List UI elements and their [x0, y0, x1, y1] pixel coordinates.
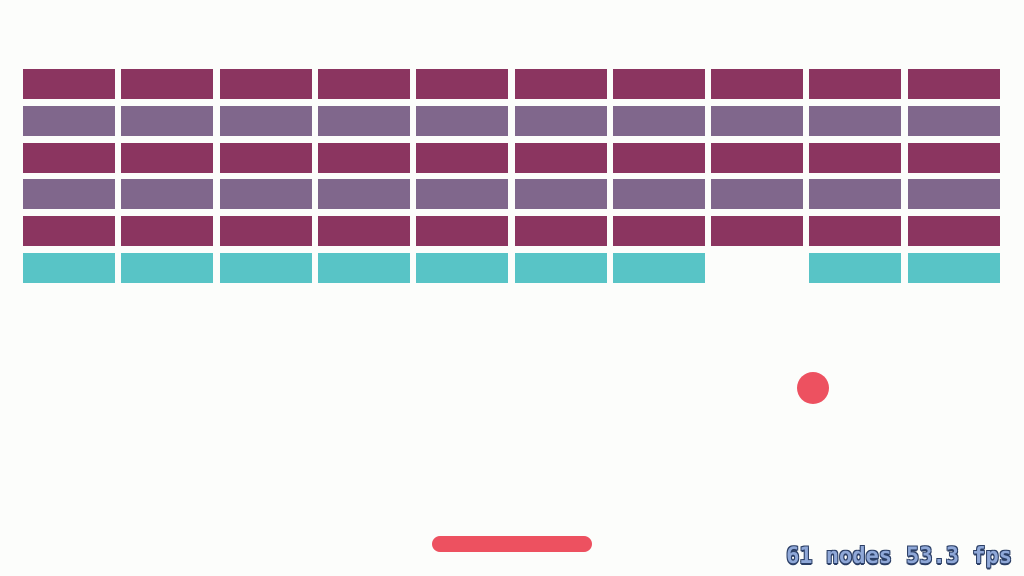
brick [908, 179, 1000, 209]
brick [121, 253, 213, 283]
brick [121, 216, 213, 246]
brick [613, 69, 705, 99]
fps-counter: 53.3 fps [906, 544, 1012, 569]
brick [220, 216, 312, 246]
brick [121, 69, 213, 99]
brick [613, 216, 705, 246]
brick [23, 179, 115, 209]
brick [416, 143, 508, 173]
brick [318, 179, 410, 209]
brick [220, 179, 312, 209]
brick [613, 143, 705, 173]
brick [416, 253, 508, 283]
brick [515, 216, 607, 246]
brick [318, 69, 410, 99]
brick [809, 216, 901, 246]
brick [121, 143, 213, 173]
brick [613, 253, 705, 283]
brick [318, 253, 410, 283]
brick [121, 106, 213, 136]
brick [908, 216, 1000, 246]
paddle[interactable] [432, 536, 592, 552]
brick [908, 106, 1000, 136]
brick [416, 216, 508, 246]
brick [515, 179, 607, 209]
brick [416, 179, 508, 209]
brick [23, 106, 115, 136]
brick [809, 179, 901, 209]
brick [711, 106, 803, 136]
brick [515, 143, 607, 173]
brick [711, 143, 803, 173]
brick [515, 106, 607, 136]
brick [613, 106, 705, 136]
brick [23, 143, 115, 173]
node-count: 61 nodes [786, 544, 893, 569]
brick [809, 106, 901, 136]
brick [908, 253, 1000, 283]
brick [613, 179, 705, 209]
brick [515, 253, 607, 283]
brick [318, 143, 410, 173]
brick [515, 69, 607, 99]
brick [711, 216, 803, 246]
brick [23, 253, 115, 283]
brick [121, 179, 213, 209]
brick [318, 106, 410, 136]
brick [220, 106, 312, 136]
brick [220, 253, 312, 283]
brick [711, 69, 803, 99]
brick [809, 143, 901, 173]
brick [220, 69, 312, 99]
ball [797, 372, 829, 404]
debug-stats: 61 nodes 53.3 fps [786, 544, 1012, 569]
brick [416, 69, 508, 99]
brick [23, 69, 115, 99]
brick [318, 216, 410, 246]
brick [711, 179, 803, 209]
brick [220, 143, 312, 173]
brick [908, 69, 1000, 99]
brick [416, 106, 508, 136]
brick [809, 69, 901, 99]
brick [809, 253, 901, 283]
brick [23, 216, 115, 246]
brick [908, 143, 1000, 173]
